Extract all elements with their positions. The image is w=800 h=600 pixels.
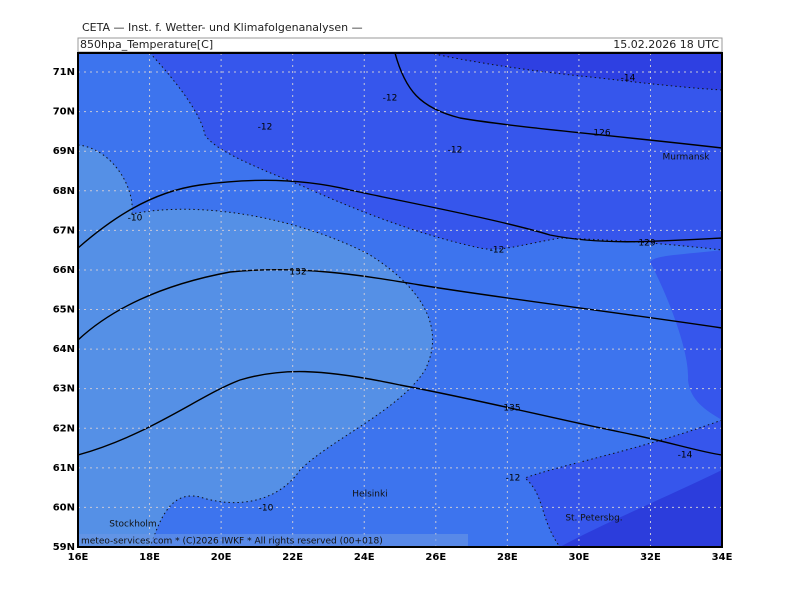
lon-label: 16E bbox=[68, 552, 89, 563]
lat-label: 63N bbox=[53, 384, 75, 395]
valid-time: 15.02.2026 18 UTC bbox=[613, 38, 719, 51]
footer-strip bbox=[78, 534, 468, 547]
contour-label: -12 bbox=[448, 146, 463, 156]
contour-label: -12 bbox=[258, 123, 273, 133]
lat-label: 68N bbox=[53, 186, 75, 197]
coldest-fill bbox=[560, 470, 722, 547]
contour-label: -10 bbox=[259, 504, 274, 514]
contour-label: 135 bbox=[503, 404, 520, 414]
contour-label: 132 bbox=[289, 268, 306, 278]
lat-label: 65N bbox=[53, 305, 75, 316]
lat-label: 66N bbox=[53, 265, 75, 276]
contour-label: -14 bbox=[621, 74, 636, 84]
lon-label: 26E bbox=[425, 552, 446, 563]
lat-label: 60N bbox=[53, 502, 75, 513]
warm-fill bbox=[78, 145, 433, 547]
lat-label: 62N bbox=[53, 423, 75, 434]
lon-label: 20E bbox=[211, 552, 232, 563]
lat-label: 70N bbox=[53, 107, 75, 118]
graticule bbox=[78, 53, 722, 547]
contour-label: -12 bbox=[506, 474, 521, 484]
coldest-fill bbox=[430, 53, 722, 90]
lon-label: 30E bbox=[569, 552, 590, 563]
lat-label: 61N bbox=[53, 463, 75, 474]
map-area: -12 -12 -12 -12 -12 -14 -14 -10 -10 126 129 132 135 M… bbox=[78, 53, 722, 547]
lat-label: 64N bbox=[53, 344, 75, 355]
place-label: Helsinki bbox=[352, 490, 387, 500]
lat-label: 59N bbox=[53, 542, 75, 553]
contour-label: -14 bbox=[678, 451, 693, 461]
place-label: Murmansk bbox=[663, 153, 711, 163]
contour-label: -12 bbox=[490, 246, 505, 256]
lon-label: 24E bbox=[354, 552, 375, 563]
map-labels: -12 -12 -12 -12 -12 -14 -14 -10 -10 126 129 132 135 M… bbox=[109, 74, 710, 530]
cold-fill bbox=[150, 53, 722, 547]
height-contour bbox=[78, 268, 722, 341]
lon-label: 18E bbox=[139, 552, 160, 563]
header-title: CETA — Inst. f. Wetter- und Klimafolgena… bbox=[82, 21, 363, 34]
map-frame bbox=[77, 52, 723, 548]
isotherm-dotted bbox=[149, 53, 722, 251]
contour-label: -10 bbox=[128, 214, 143, 224]
isotherm-dotted bbox=[429, 53, 722, 91]
lat-label: 67N bbox=[53, 225, 75, 236]
contour-label: 129 bbox=[638, 239, 655, 249]
lon-label: 28E bbox=[497, 552, 518, 563]
place-label: St. Petersbg. bbox=[565, 514, 622, 524]
footer: meteo-services.com * (C)2026 IWKF * All … bbox=[81, 537, 383, 547]
contour-label: 126 bbox=[593, 129, 610, 139]
place-label: Stockholm bbox=[109, 520, 156, 530]
height-contour bbox=[78, 370, 722, 456]
lon-label: 34E bbox=[712, 552, 733, 563]
lon-label: 22E bbox=[282, 552, 303, 563]
lon-label: 32E bbox=[640, 552, 661, 563]
height-contour bbox=[394, 53, 722, 149]
lat-label: 69N bbox=[53, 146, 75, 157]
contour-label: -12 bbox=[383, 94, 398, 104]
field-name: 850hpa_Temperature[C] bbox=[80, 38, 213, 51]
lat-label: 71N bbox=[53, 67, 75, 78]
